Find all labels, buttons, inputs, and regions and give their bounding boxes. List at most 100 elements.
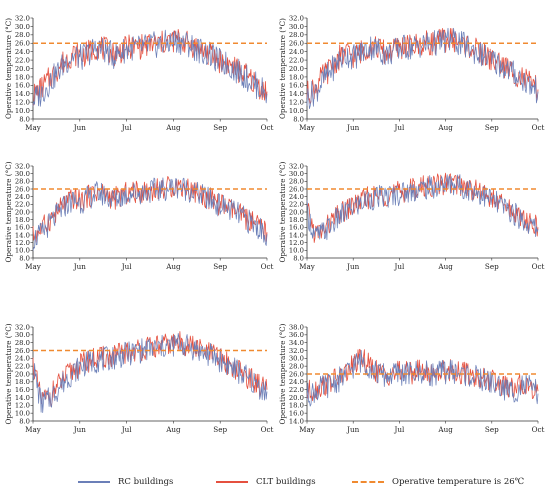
chart-panel-1: 8.010.012.014.016.018.020.022.024.026.02…	[4, 14, 274, 132]
legend-item-clt: CLT buildings	[216, 474, 316, 490]
x-tick-label: May	[299, 425, 316, 434]
y-axis-title: Operative temperature (°C)	[278, 161, 287, 262]
y-tick-label: 32.0	[15, 14, 30, 22]
y-tick-label: 14.0	[289, 231, 304, 239]
legend-item-rc: RC buildings	[78, 474, 173, 490]
y-tick-label: 20.0	[289, 208, 304, 216]
chart-panel-2: 8.010.012.014.016.018.020.022.024.026.02…	[278, 14, 545, 132]
x-tick-label: Sep	[213, 123, 227, 132]
y-tick-label: 10.0	[15, 107, 30, 115]
y-tick-label: 28.0	[15, 31, 30, 39]
y-tick-label: 26.0	[15, 185, 30, 193]
x-tick-label: Jun	[73, 262, 87, 271]
x-tick-label: Jul	[121, 123, 133, 132]
y-tick-label: 30.0	[15, 23, 30, 31]
legend-item-threshold: Operative temperature is 26℃	[352, 474, 524, 490]
x-tick-label: Jul	[121, 262, 133, 271]
x-tick-label: Aug	[437, 425, 453, 434]
y-tick-label: 22.0	[289, 201, 304, 209]
y-tick-label: 22.0	[15, 56, 30, 64]
y-tick-label: 18.0	[289, 73, 304, 81]
y-tick-label: 8.0	[19, 115, 30, 123]
y-tick-label: 28.0	[289, 178, 304, 186]
y-tick-label: 28.0	[289, 31, 304, 39]
legend-label-threshold: Operative temperature is 26℃	[392, 477, 525, 487]
y-tick-label: 18.0	[289, 402, 304, 410]
x-tick-label: Jun	[346, 262, 360, 271]
x-tick-label: Jul	[121, 425, 133, 434]
y-tick-label: 14.0	[15, 90, 30, 98]
y-tick-label: 20.0	[289, 394, 304, 402]
x-tick-label: Oct	[532, 425, 545, 434]
y-tick-label: 24.0	[15, 355, 30, 363]
series-line-rc	[306, 350, 539, 407]
y-tick-label: 16.0	[289, 410, 304, 418]
y-tick-label: 30.0	[289, 355, 304, 363]
y-tick-label: 30.0	[289, 170, 304, 178]
y-tick-label: 32.0	[289, 14, 304, 22]
series-line-clt	[32, 28, 268, 106]
y-tick-label: 16.0	[289, 82, 304, 90]
chart-panel-6: 14.016.018.020.022.024.026.028.030.032.0…	[278, 323, 545, 434]
y-tick-label: 32.0	[289, 347, 304, 355]
x-tick-label: Jun	[73, 425, 87, 434]
y-tick-label: 24.0	[15, 193, 30, 201]
x-tick-label: May	[299, 262, 316, 271]
y-axis-title: Operative temperature (°C)	[4, 18, 13, 119]
y-tick-label: 10.0	[15, 410, 30, 418]
x-tick-label: May	[299, 123, 316, 132]
y-tick-label: 12.0	[15, 239, 30, 247]
x-tick-label: Oct	[261, 425, 274, 434]
series-line-rc	[32, 177, 268, 251]
y-tick-label: 36.0	[289, 331, 304, 339]
x-tick-label: Jul	[393, 123, 405, 132]
y-tick-label: 10.0	[289, 247, 304, 255]
y-tick-label: 18.0	[15, 378, 30, 386]
y-tick-label: 24.0	[15, 48, 30, 56]
x-tick-label: Aug	[165, 425, 181, 434]
y-tick-label: 8.0	[293, 115, 304, 123]
x-tick-label: Sep	[213, 425, 227, 434]
y-axis-title: Operative temperature (°C)	[278, 323, 287, 424]
y-tick-label: 12.0	[15, 402, 30, 410]
y-tick-label: 14.0	[15, 231, 30, 239]
y-tick-label: 32.0	[15, 323, 30, 331]
y-tick-label: 16.0	[15, 386, 30, 394]
x-tick-label: Aug	[437, 123, 453, 132]
y-tick-label: 24.0	[289, 193, 304, 201]
legend-label-clt: CLT buildings	[256, 477, 316, 487]
x-tick-label: Oct	[261, 123, 274, 132]
chart-panel-3: 8.010.012.014.016.018.020.022.024.026.02…	[4, 161, 274, 271]
y-tick-label: 26.0	[289, 40, 304, 48]
y-tick-label: 16.0	[15, 82, 30, 90]
legend-swatch-threshold	[352, 481, 384, 483]
y-tick-label: 30.0	[289, 23, 304, 31]
y-tick-label: 26.0	[15, 40, 30, 48]
y-tick-label: 26.0	[289, 185, 304, 193]
y-tick-label: 26.0	[15, 347, 30, 355]
y-tick-label: 20.0	[15, 370, 30, 378]
x-tick-label: Aug	[165, 262, 181, 271]
legend-label-rc: RC buildings	[118, 477, 174, 487]
x-tick-label: Aug	[437, 262, 453, 271]
x-tick-label: Sep	[213, 262, 227, 271]
y-tick-label: 32.0	[15, 162, 30, 170]
series-line-rc	[306, 174, 539, 241]
y-tick-label: 26.0	[289, 370, 304, 378]
y-tick-label: 28.0	[15, 178, 30, 186]
y-tick-label: 12.0	[289, 239, 304, 247]
y-tick-label: 12.0	[289, 99, 304, 107]
chart-panel-5: 8.010.012.014.016.018.020.022.024.026.02…	[4, 323, 274, 434]
series-line-rc	[32, 29, 268, 107]
y-tick-label: 20.0	[289, 65, 304, 73]
series-line-clt	[32, 175, 268, 243]
y-tick-label: 24.0	[289, 48, 304, 56]
series-line-clt	[306, 172, 539, 243]
y-tick-label: 12.0	[15, 99, 30, 107]
y-tick-label: 20.0	[15, 208, 30, 216]
y-tick-label: 14.0	[15, 394, 30, 402]
x-tick-label: Jun	[346, 425, 360, 434]
y-tick-label: 8.0	[293, 254, 304, 262]
y-tick-label: 22.0	[289, 386, 304, 394]
x-tick-label: Jul	[393, 425, 405, 434]
